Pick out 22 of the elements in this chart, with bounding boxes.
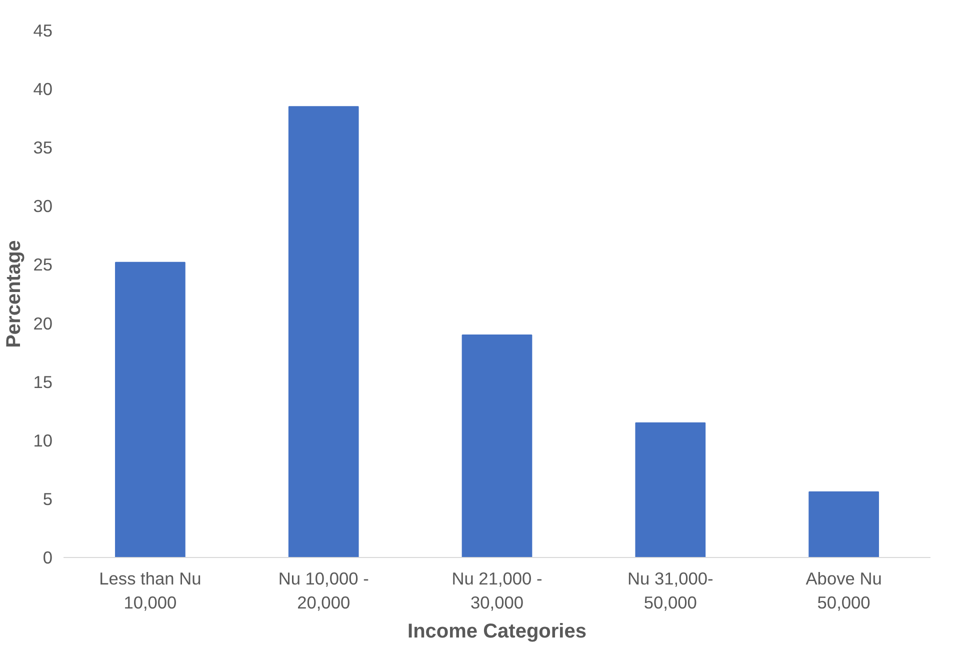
x-tick-label: Nu 10,000 - 20,000 — [278, 568, 369, 612]
y-axis-title: Percentage — [3, 240, 26, 348]
x-tick-label: Nu 31,000-50,000 — [628, 568, 714, 612]
x-tick-label: Nu 21,000 - 30,000 — [452, 568, 542, 612]
y-tick-label: 40 — [33, 79, 53, 100]
y-tick-label: 15 — [33, 372, 53, 392]
x-axis-title: Income Categories — [408, 620, 586, 642]
bar — [808, 491, 879, 558]
bar — [635, 422, 706, 558]
bar — [288, 106, 359, 558]
y-tick-label: 5 — [42, 488, 53, 509]
y-tick-label: 25 — [33, 254, 53, 275]
x-tick-label: Less than Nu 10,000 — [99, 568, 202, 612]
y-tick-label: 20 — [33, 313, 53, 334]
y-tick-label: 0 — [42, 548, 53, 568]
bar — [115, 262, 186, 558]
bar — [462, 334, 532, 558]
y-tick-label: 45 — [33, 20, 53, 40]
x-tick-label: Above Nu 50,000 — [806, 568, 882, 612]
y-tick-label: 30 — [33, 196, 53, 216]
y-tick-label: 10 — [33, 430, 53, 450]
y-tick-label: 35 — [33, 138, 53, 158]
